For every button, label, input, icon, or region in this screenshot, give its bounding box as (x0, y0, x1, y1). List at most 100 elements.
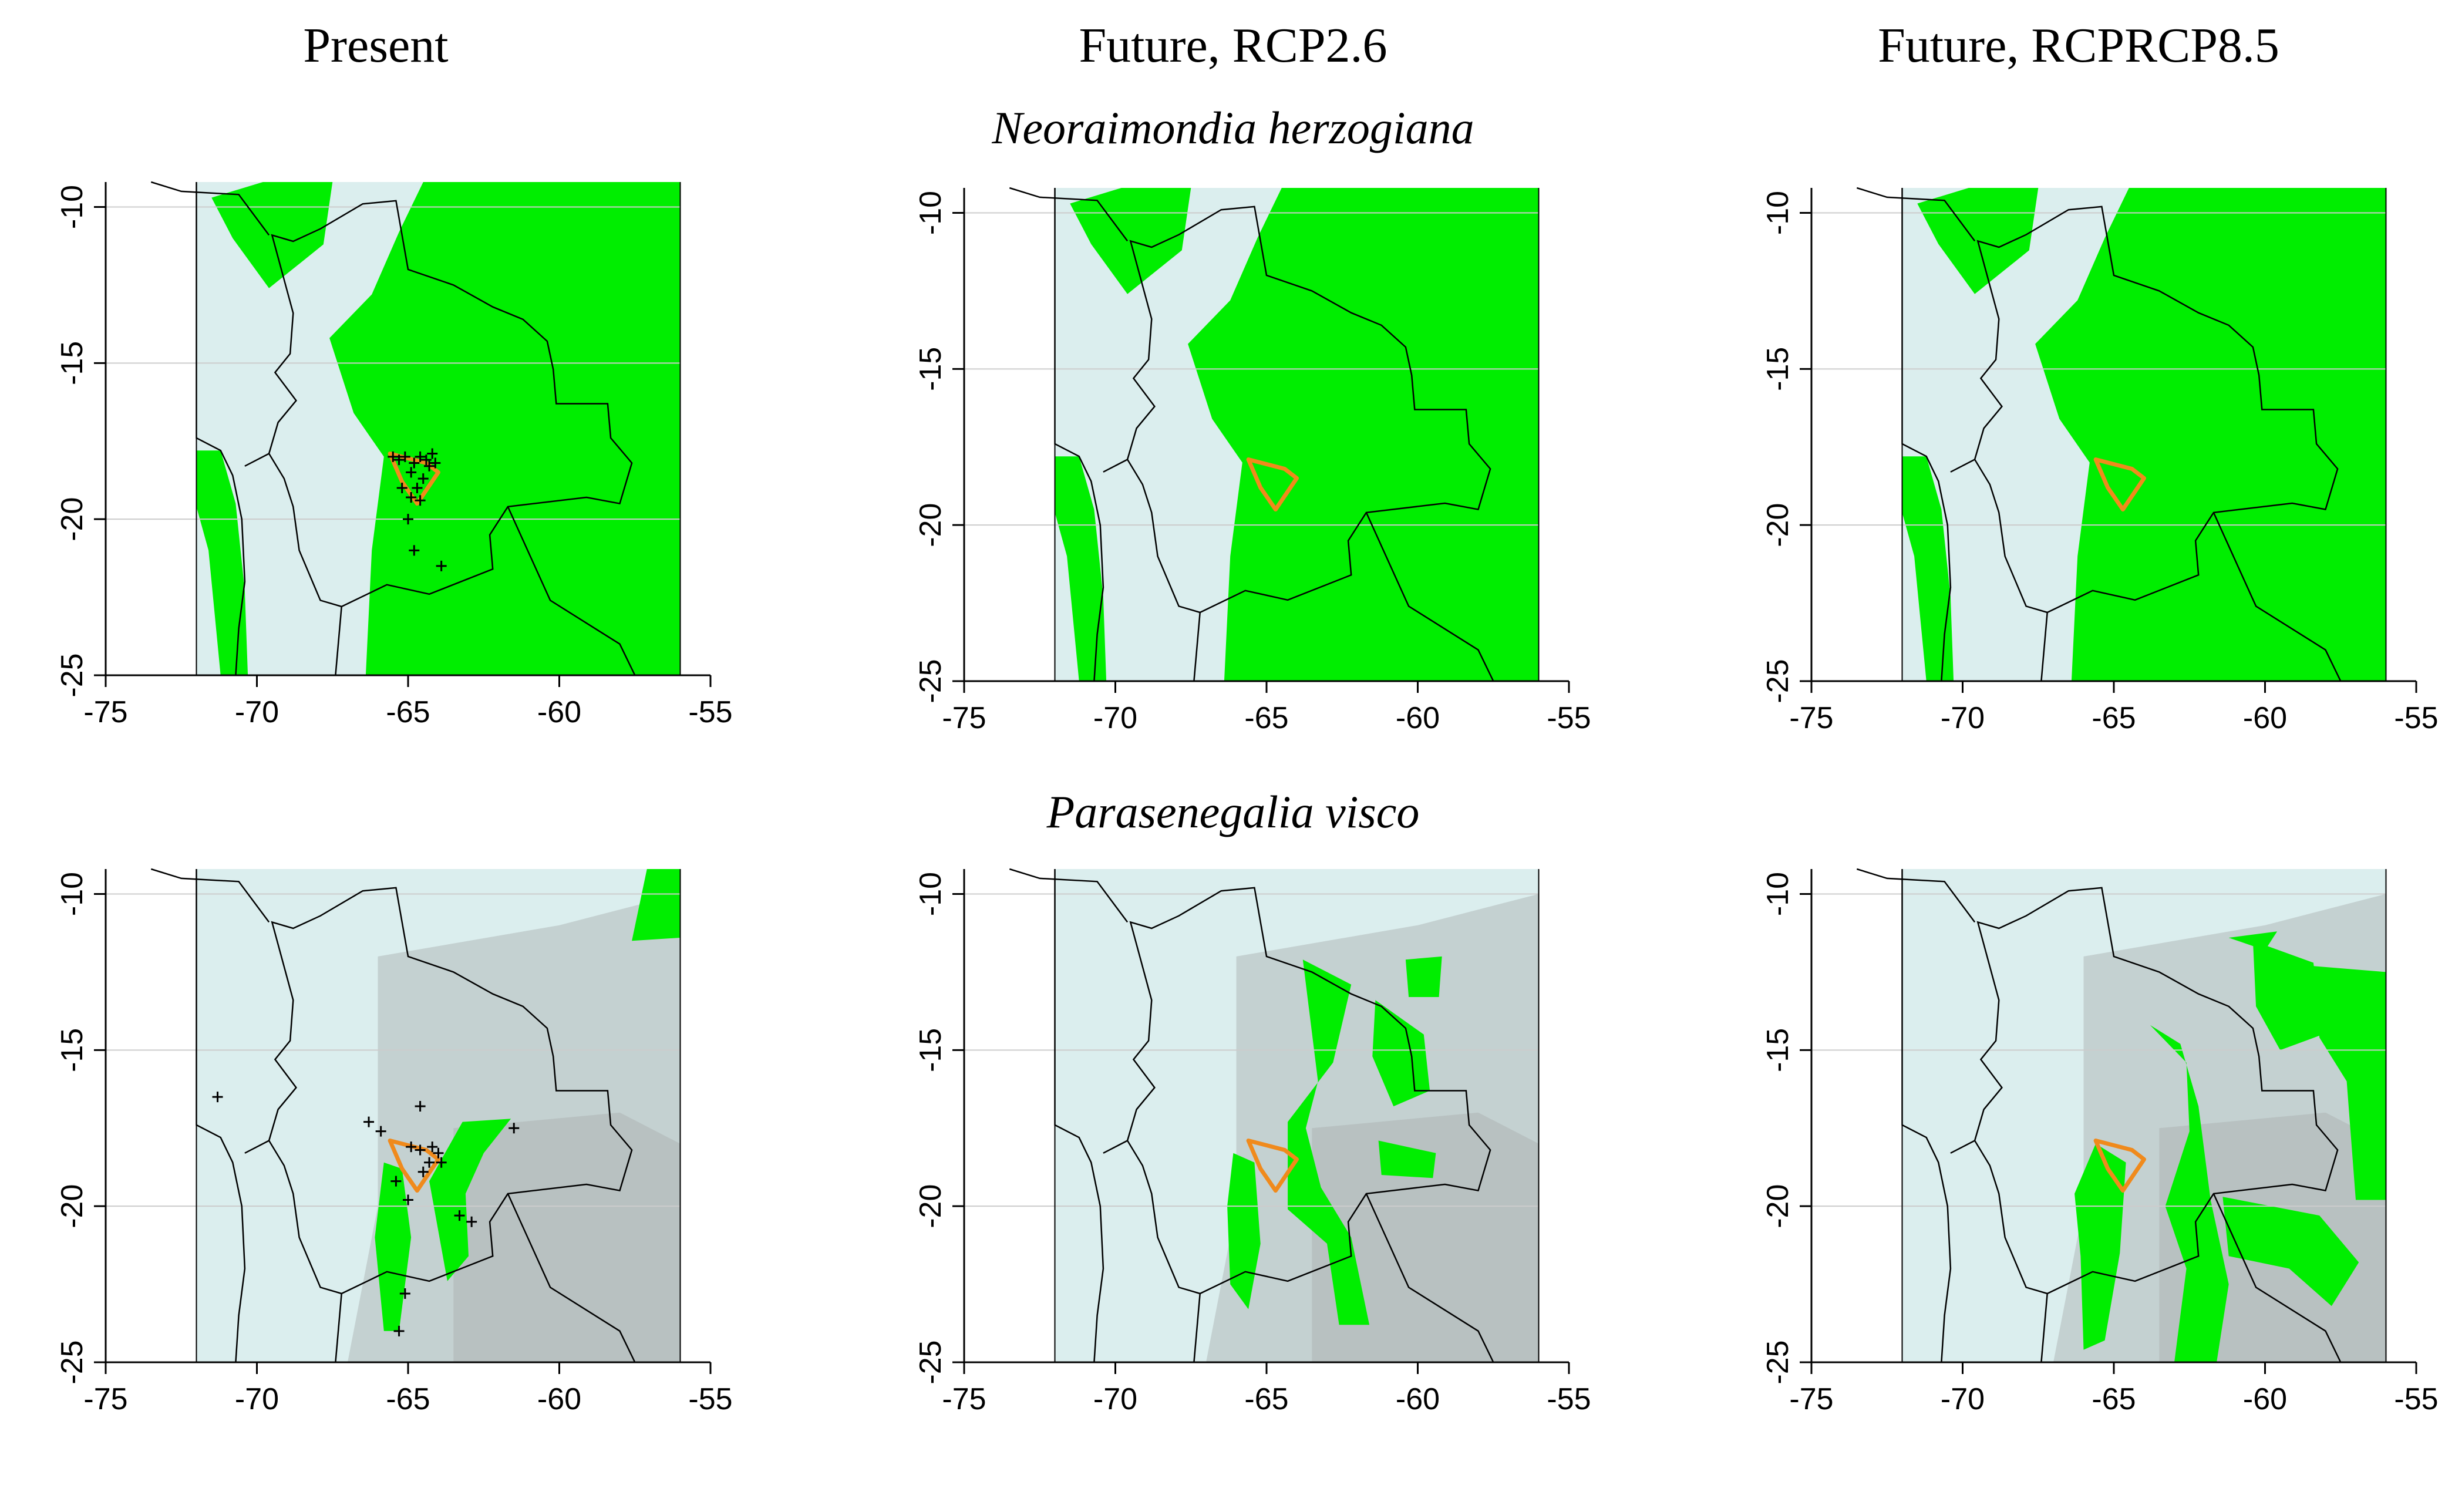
occurrence-marker (427, 1141, 438, 1153)
country-border-0 (1054, 188, 1104, 682)
map-svg: -75 -70 -65 -60 -55 -10 -15 -20 -25 (1761, 187, 2439, 735)
occurrence-marker (415, 1101, 426, 1112)
country-border-0 (196, 869, 246, 1363)
habitat-patch-0 (2150, 1025, 2229, 1362)
bolivia-border (268, 200, 633, 608)
habitat-patch-1 (1902, 456, 1954, 681)
country-border-1 (1009, 187, 1129, 242)
column-title-present: Present (303, 18, 449, 73)
y-tick-label: -20 (55, 1184, 89, 1228)
occurrence-marker (466, 1216, 477, 1227)
occurrence-marker (406, 491, 417, 503)
y-tick-label: -25 (1761, 1340, 1795, 1384)
bolivia-border (1126, 887, 1491, 1295)
raster-background (196, 869, 681, 1362)
map-panel-r1-c1: -75 -70 -65 -60 -55 -10 -15 -20 -25 (888, 857, 1601, 1512)
occurrence-marker (393, 1325, 405, 1336)
x-tick-label: -65 (386, 1382, 430, 1416)
map-svg: -75 -70 -65 -60 -55 -10 -15 -20 -25 (55, 181, 733, 729)
occurrence-marker (412, 483, 423, 494)
x-tick-label: -65 (1244, 701, 1288, 735)
habitat-patch-1 (1055, 456, 1107, 681)
occurrence-marker (393, 454, 405, 466)
y-tick-label: -20 (1761, 1184, 1795, 1228)
x-tick-label: -70 (1093, 701, 1137, 735)
y-tick-label: -25 (55, 653, 89, 697)
country-border-4 (1193, 612, 1201, 682)
x-tick-label: -70 (235, 1382, 279, 1416)
country-border-2 (1950, 1140, 1975, 1154)
lowland-shading (1312, 1112, 1539, 1362)
country-border-1 (1009, 868, 1129, 923)
country-border-3 (1365, 1193, 1494, 1363)
bolivia-border (268, 887, 633, 1295)
country-border-1 (150, 181, 270, 236)
x-tick-label: -55 (2394, 701, 2438, 735)
occurrence-marker (436, 560, 447, 571)
habitat-patch-0 (2035, 188, 2386, 681)
x-tick-label: -60 (1396, 701, 1440, 735)
map-panel-r1-c2: -75 -70 -65 -60 -55 -10 -15 -20 -25 (1735, 857, 2445, 1512)
y-tick-label: -20 (1761, 503, 1795, 547)
habitat-patch-2 (2252, 941, 2323, 1050)
y-tick-label: -15 (1761, 347, 1795, 391)
range-polygon (2093, 1139, 2146, 1193)
habitat-patch-2 (1227, 1153, 1261, 1309)
y-tick-label: -10 (55, 872, 89, 916)
habitat-patch-5 (2228, 931, 2278, 951)
y-tick-label: -15 (914, 347, 948, 391)
habitat-patch-2 (632, 869, 681, 941)
country-border-4 (335, 606, 342, 676)
occurrence-marker (436, 1157, 447, 1168)
x-tick-label: -75 (83, 1382, 127, 1416)
habitat-patch-0 (1188, 188, 1539, 681)
x-tick-label: -70 (1941, 701, 1985, 735)
x-tick-label: -75 (942, 1382, 986, 1416)
country-border-4 (335, 1293, 342, 1363)
range-polygon (1246, 1139, 1299, 1193)
x-tick-label: -55 (2394, 1382, 2438, 1416)
occurrence-marker (454, 1210, 465, 1221)
map-svg: -75 -70 -65 -60 -55 -10 -15 -20 -25 (914, 868, 1591, 1416)
country-border-1 (1856, 187, 1976, 242)
row-title-neoraimondia: Neoraimondia herzogiana (992, 102, 1474, 153)
bolivia-border (1973, 887, 2339, 1295)
occurrence-marker (508, 1123, 520, 1134)
y-tick-label: -10 (1761, 872, 1795, 916)
x-tick-label: -60 (2243, 701, 2287, 735)
occurrence-marker (415, 495, 426, 506)
country-border-2 (244, 1140, 270, 1154)
habitat-patch-1 (196, 450, 248, 675)
country-border-1 (1856, 868, 1976, 923)
range-polygon (1246, 457, 1299, 512)
country-border-2 (1950, 459, 1975, 473)
occurrence-marker (388, 451, 399, 462)
range-polygon (2093, 457, 2146, 512)
map-panel-r0-c0: -75 -70 -65 -60 -55 -10 -15 -20 -25 (29, 170, 743, 825)
y-tick-label: -25 (914, 659, 948, 703)
habitat-patch-1 (2074, 1143, 2126, 1350)
occurrence-marker (415, 451, 426, 462)
x-tick-label: -70 (1093, 1382, 1137, 1416)
x-tick-label: -60 (1396, 1382, 1440, 1416)
y-tick-label: -20 (914, 1184, 948, 1228)
habitat-patch-0 (429, 1119, 511, 1281)
habitat-patch-4 (1405, 956, 1442, 997)
x-tick-label: -55 (688, 695, 732, 729)
x-tick-label: -55 (1547, 1382, 1591, 1416)
occurrence-marker (403, 514, 413, 525)
country-border-2 (1103, 459, 1128, 473)
occurrence-marker (420, 454, 432, 466)
occurrence-marker (415, 1144, 426, 1156)
x-tick-label: -55 (688, 1382, 732, 1416)
occurrence-marker (396, 483, 408, 494)
occurrence-marker (390, 1176, 402, 1187)
occurrence-marker (417, 1166, 429, 1177)
occurrence-marker (427, 448, 438, 459)
x-tick-label: -75 (942, 701, 986, 735)
map-panel-r0-c1: -75 -70 -65 -60 -55 -10 -15 -20 -25 (888, 176, 1601, 831)
x-tick-label: -55 (1547, 701, 1591, 735)
country-border-0 (1901, 869, 1952, 1363)
occurrence-marker (433, 1147, 444, 1159)
occurrence-marker (424, 1157, 435, 1168)
